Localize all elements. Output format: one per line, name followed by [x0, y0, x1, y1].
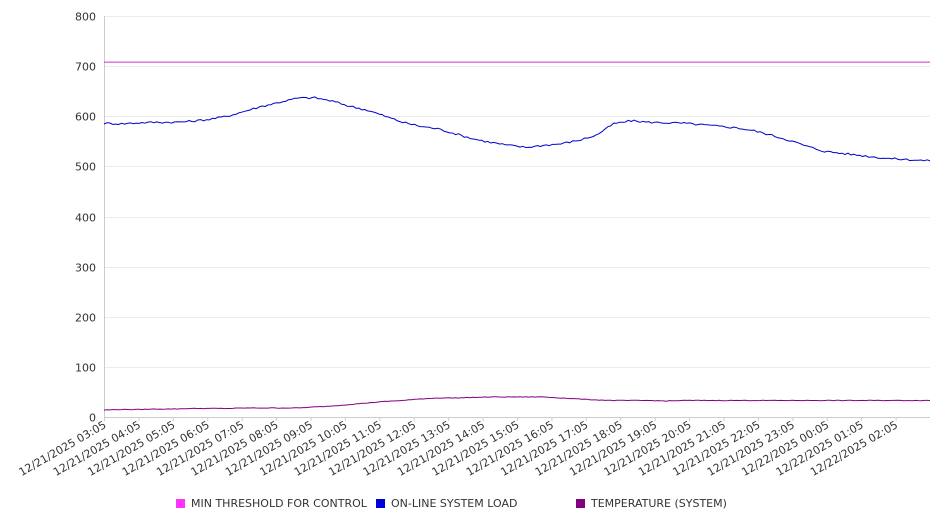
series-line-temperature — [103, 396, 931, 411]
y-tick-label-700: 700 — [75, 61, 96, 74]
series-line-system-load — [103, 96, 931, 162]
y-tick-label-500: 500 — [75, 161, 96, 174]
legend-swatch-min-threshold — [176, 499, 185, 508]
legend-swatch-system-load — [376, 499, 385, 508]
legend-item-min-threshold[interactable]: MIN THRESHOLD FOR CONTROL — [176, 497, 367, 510]
gridlines — [104, 16, 930, 368]
series-lines — [103, 61, 931, 411]
legend-swatch-temperature — [576, 499, 585, 508]
axes — [104, 16, 930, 418]
legend: MIN THRESHOLD FOR CONTROL ON-LINE SYSTEM… — [0, 497, 946, 515]
y-tick-label-600: 600 — [75, 111, 96, 124]
legend-item-temperature[interactable]: TEMPERATURE (SYSTEM) — [576, 497, 727, 510]
y-tick-label-800: 800 — [75, 11, 96, 24]
y-tick-label-100: 100 — [75, 362, 96, 375]
chart-plot-area: 0 100 200 300 400 500 600 700 800 12/21/2025 03:… — [17, 11, 931, 479]
legend-label-system-load: ON-LINE SYSTEM LOAD — [391, 497, 518, 510]
y-axis-ticks: 0 100 200 300 400 500 600 700 800 — [75, 11, 96, 425]
legend-label-min-threshold: MIN THRESHOLD FOR CONTROL — [191, 497, 367, 510]
y-tick-label-400: 400 — [75, 212, 96, 225]
legend-label-temperature: TEMPERATURE (SYSTEM) — [591, 497, 727, 510]
y-tick-label-200: 200 — [75, 312, 96, 325]
y-tick-label-300: 300 — [75, 262, 96, 275]
legend-item-system-load[interactable]: ON-LINE SYSTEM LOAD — [376, 497, 517, 510]
y-tick-label-0: 0 — [89, 412, 96, 425]
